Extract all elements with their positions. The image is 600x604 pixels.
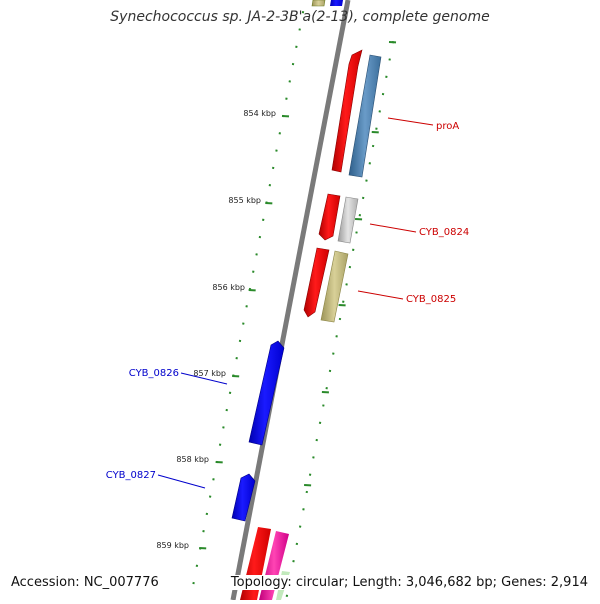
leader-proA	[388, 118, 433, 125]
gene-label-proA[interactable]: proA	[436, 121, 459, 132]
leader-CYB_0825	[358, 291, 403, 299]
tick-label-859: 859 kbp	[156, 541, 189, 550]
gene-CYB_0825[interactable]	[304, 248, 348, 322]
gene-label-CYB_0825[interactable]: CYB_0825	[406, 294, 456, 305]
page-title: Synechococcus sp. JA-2-3B'a(2-13), compl…	[0, 9, 600, 25]
tick-label-856: 856 kbp	[212, 283, 245, 292]
genome-summary-label: Topology: circular; Length: 3,046,682 bp…	[229, 575, 590, 590]
gene-proA[interactable]	[332, 50, 381, 177]
leader-CYB_0824	[370, 224, 416, 232]
leader-CYB_0827	[158, 475, 205, 488]
gene-top-olive[interactable]	[312, 0, 325, 6]
tick-label-855: 855 kbp	[228, 196, 261, 205]
gene-top-blue[interactable]	[330, 0, 343, 6]
gene-CYB_0824[interactable]	[319, 194, 358, 243]
gene-label-CYB_0824[interactable]: CYB_0824	[419, 227, 469, 238]
tick-label-854: 854 kbp	[243, 109, 276, 118]
accession-label: Accession: NC_007776	[9, 575, 161, 590]
gene-label-CYB_0827[interactable]: CYB_0827	[106, 470, 156, 481]
tick-label-858: 858 kbp	[176, 455, 209, 464]
gene-label-CYB_0826[interactable]: CYB_0826	[129, 368, 179, 379]
